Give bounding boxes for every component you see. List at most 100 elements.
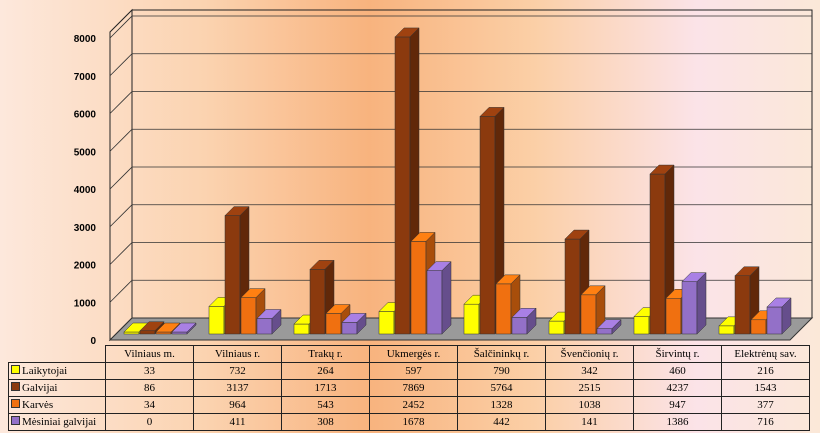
value-cell: 86 bbox=[105, 379, 194, 397]
y-tick-label: 4000 bbox=[74, 185, 97, 196]
value-cell: 790 bbox=[457, 362, 546, 380]
y-tick-label: 5000 bbox=[74, 147, 97, 158]
y-tick-label: 8000 bbox=[74, 34, 97, 45]
bar-0-1 bbox=[208, 306, 225, 335]
bar-2-4 bbox=[495, 283, 512, 335]
value-cell: 216 bbox=[721, 362, 810, 380]
bar-0-0 bbox=[123, 331, 140, 335]
gridline bbox=[109, 91, 812, 114]
legend-entry: Laikytojai bbox=[8, 362, 106, 380]
bar-0-7 bbox=[718, 325, 735, 335]
value-cell: 308 bbox=[281, 413, 370, 431]
table-row: Laikytojai 33 732 264 597 790 342 460 216 bbox=[8, 362, 810, 380]
category-header: Širvintų r. bbox=[633, 345, 722, 363]
legend-swatch bbox=[11, 416, 20, 425]
bar-1-1 bbox=[224, 215, 241, 335]
table-row: Mėsiniai galvijai 0 411 308 1678 442 141 1386 71… bbox=[8, 413, 810, 431]
gridline bbox=[109, 166, 812, 190]
bar-1-7 bbox=[734, 275, 751, 335]
bar-2-2 bbox=[325, 313, 342, 335]
bar-side bbox=[696, 272, 707, 335]
series-name: Karvės bbox=[22, 399, 54, 411]
bar-0-6 bbox=[633, 316, 650, 335]
bar-1-5 bbox=[564, 238, 581, 335]
gridline bbox=[109, 128, 812, 152]
category-header: Elektrėnų sav. bbox=[721, 345, 810, 363]
value-cell: 34 bbox=[105, 396, 194, 414]
table-row: Galvijai 86 3137 1713 7869 5764 2515 4237 1543 bbox=[8, 379, 810, 397]
bar-3-2 bbox=[341, 322, 358, 335]
bar-1-2 bbox=[309, 269, 326, 335]
value-cell: 3137 bbox=[193, 379, 282, 397]
value-cell: 5764 bbox=[457, 379, 546, 397]
gridline bbox=[109, 15, 812, 39]
side-wall bbox=[109, 8, 133, 342]
bar-3-3 bbox=[426, 270, 443, 335]
bar-side bbox=[186, 322, 197, 335]
bar-side bbox=[441, 261, 452, 335]
bar-0-5 bbox=[548, 320, 565, 335]
value-cell: 964 bbox=[193, 396, 282, 414]
legend-entry: Galvijai bbox=[8, 379, 106, 397]
value-cell: 264 bbox=[281, 362, 370, 380]
gridline bbox=[109, 279, 812, 303]
bar-2-1 bbox=[240, 297, 257, 335]
series-name: Mėsiniai galvijai bbox=[22, 416, 97, 428]
table-row: Karvės 34 964 543 2452 1328 1038 947 377 bbox=[8, 396, 810, 414]
bar-2-5 bbox=[580, 294, 597, 335]
bar-chart-3d: 0 1000 2000 3000 4000 5000 6000 7000 8000 bbox=[74, 8, 814, 345]
y-tick-label: 0 bbox=[90, 336, 96, 345]
category-header: Švenčionių r. bbox=[545, 345, 634, 363]
value-cell: 2515 bbox=[545, 379, 634, 397]
bar-3-6 bbox=[681, 281, 698, 335]
value-cell: 141 bbox=[545, 413, 634, 431]
data-table: Vilniaus m. Vilniaus r. Trakų r. Ukmergės r… bbox=[8, 345, 810, 431]
value-cell: 342 bbox=[545, 362, 634, 380]
bar-2-7 bbox=[750, 319, 767, 335]
value-cell: 1713 bbox=[281, 379, 370, 397]
bar-1-0 bbox=[139, 330, 156, 335]
bar-1-3 bbox=[394, 36, 411, 335]
legend-entry: Karvės bbox=[8, 396, 106, 414]
legend-swatch bbox=[11, 382, 20, 391]
value-cell: 377 bbox=[721, 396, 810, 414]
bar-3-0 bbox=[171, 331, 188, 335]
legend-swatch bbox=[11, 365, 20, 374]
category-header: Vilniaus r. bbox=[193, 345, 282, 363]
value-cell: 1386 bbox=[633, 413, 722, 431]
bar-side bbox=[611, 319, 622, 335]
value-cell: 411 bbox=[193, 413, 282, 431]
value-cell: 0 bbox=[105, 413, 194, 431]
bar-0-3 bbox=[378, 311, 395, 335]
gridline bbox=[109, 53, 812, 77]
value-cell: 1543 bbox=[721, 379, 810, 397]
y-tick-label: 1000 bbox=[74, 298, 97, 309]
bar-1-6 bbox=[649, 173, 666, 335]
bar-0-2 bbox=[293, 323, 310, 335]
y-tick-label: 6000 bbox=[74, 110, 97, 121]
bar-side bbox=[271, 308, 282, 335]
bar-side bbox=[356, 312, 367, 335]
series-name: Laikytojai bbox=[22, 365, 68, 377]
value-cell: 947 bbox=[633, 396, 722, 414]
value-cell: 543 bbox=[281, 396, 370, 414]
bar-2-3 bbox=[410, 241, 427, 335]
bar-3-7 bbox=[766, 306, 783, 335]
category-header: Trakų r. bbox=[281, 345, 370, 363]
value-cell: 442 bbox=[457, 413, 546, 431]
category-header: Vilniaus m. bbox=[105, 345, 194, 363]
value-cell: 597 bbox=[369, 362, 458, 380]
value-cell: 1038 bbox=[545, 396, 634, 414]
value-cell: 4237 bbox=[633, 379, 722, 397]
y-tick-label: 2000 bbox=[74, 261, 97, 272]
bar-2-6 bbox=[665, 298, 682, 335]
y-tick-label: 3000 bbox=[74, 223, 97, 234]
value-cell: 732 bbox=[193, 362, 282, 380]
bar-0-4 bbox=[463, 303, 480, 335]
value-cell: 716 bbox=[721, 413, 810, 431]
bar-2-0 bbox=[155, 331, 172, 335]
series-name: Galvijai bbox=[22, 382, 58, 394]
y-tick-label: 7000 bbox=[74, 72, 97, 83]
bar-1-4 bbox=[479, 116, 496, 335]
value-cell: 460 bbox=[633, 362, 722, 380]
